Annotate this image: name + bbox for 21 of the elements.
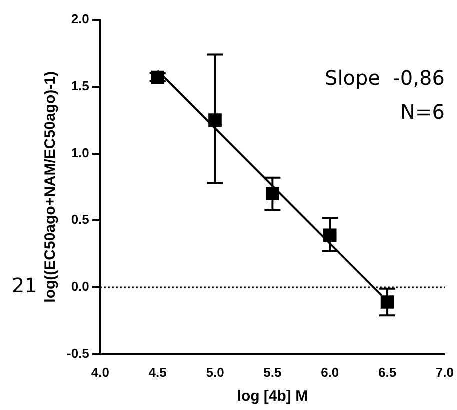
x-tick-label: 5.0 [206, 364, 224, 380]
x-tick-label: 5.5 [264, 364, 282, 380]
y-axis-title: log((EC50ago+NAM/EC50ago)-1) [42, 72, 60, 303]
point [323, 228, 337, 242]
x-tick-label: 6.0 [321, 364, 340, 380]
x-axis-title: log [4b] M [237, 388, 308, 406]
text: 21 [12, 274, 38, 298]
y-tick-label: 0.0 [71, 279, 90, 294]
y-tick-label: 2.0 [71, 12, 90, 27]
y-tick-label: 1.0 [71, 145, 90, 160]
x-tick-label: 6.5 [378, 364, 397, 380]
y-tick-label: -0.5 [66, 346, 90, 361]
y-tick-label: 1.5 [71, 78, 90, 94]
point [208, 114, 222, 127]
x-tick-label: 4.5 [148, 364, 167, 380]
annotation: Slope -0,86 [325, 66, 445, 90]
x-tick-label: 4.0 [91, 364, 110, 380]
annotation: N=6 [400, 100, 445, 124]
x-tick-label: 7.0 [436, 364, 454, 380]
point [266, 187, 280, 201]
y-tick-label: 0.5 [71, 212, 90, 228]
